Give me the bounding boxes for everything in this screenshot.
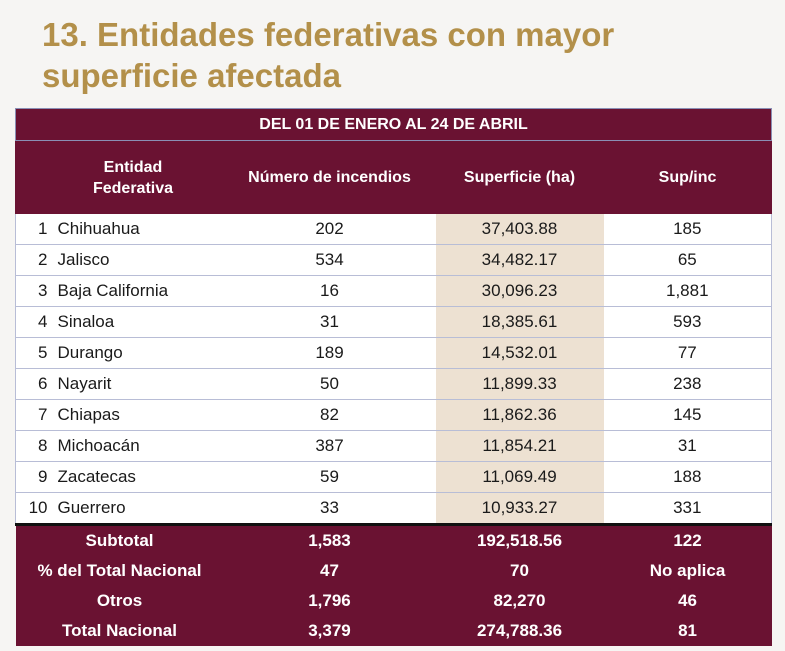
incendios-cell: 534 bbox=[223, 244, 436, 276]
table-row: 1 Chihuahua 202 37,403.88 185 bbox=[15, 214, 773, 245]
supinc-cell: 1,881 bbox=[603, 275, 773, 307]
supinc-total: 122 bbox=[603, 524, 772, 556]
supinc-cell: 188 bbox=[603, 461, 773, 493]
superficie-total: 192,518.56 bbox=[435, 524, 604, 556]
rank-cell: 8 bbox=[15, 430, 54, 462]
table-body: 1 Chihuahua 202 37,403.88 185 2 Jalisco 534 34,4… bbox=[15, 214, 773, 526]
superficie-total: 274,788.36 bbox=[435, 616, 604, 646]
table-row: 4 Sinaloa 31 18,385.61 593 bbox=[15, 306, 773, 338]
superficie-cell: 14,532.01 bbox=[435, 337, 604, 369]
rank-cell: 1 bbox=[15, 214, 54, 245]
supinc-cell: 238 bbox=[603, 368, 773, 400]
totals-row: Subtotal 1,583 192,518.56 122 bbox=[15, 524, 772, 556]
table-row: 5 Durango 189 14,532.01 77 bbox=[15, 337, 773, 369]
incendios-total: 1,583 bbox=[223, 524, 436, 556]
incendios-total: 3,379 bbox=[223, 616, 436, 646]
incendios-cell: 202 bbox=[223, 214, 436, 245]
rank-cell: 2 bbox=[15, 244, 54, 276]
header-supinc: Sup/inc bbox=[602, 140, 773, 214]
column-header-row: Entidad Federativa Número de incendios S… bbox=[15, 140, 773, 214]
entidad-cell: Guerrero bbox=[53, 492, 224, 526]
header-incendios: Número de incendios bbox=[223, 140, 436, 214]
rank-cell: 7 bbox=[15, 399, 54, 431]
supinc-cell: 31 bbox=[603, 430, 773, 462]
table-row: 8 Michoacán 387 11,854.21 31 bbox=[15, 430, 773, 462]
superficie-cell: 11,899.33 bbox=[435, 368, 604, 400]
period-header: DEL 01 DE ENERO AL 24 DE ABRIL bbox=[14, 108, 773, 141]
table-row: 7 Chiapas 82 11,862.36 145 bbox=[15, 399, 773, 431]
superficie-cell: 30,096.23 bbox=[435, 275, 604, 307]
incendios-cell: 59 bbox=[223, 461, 436, 493]
table-row: 2 Jalisco 534 34,482.17 65 bbox=[15, 244, 773, 276]
superficie-cell: 10,933.27 bbox=[435, 492, 604, 526]
fires-table: DEL 01 DE ENERO AL 24 DE ABRIL Entidad F… bbox=[14, 108, 773, 646]
superficie-cell: 11,854.21 bbox=[435, 430, 604, 462]
supinc-cell: 145 bbox=[603, 399, 773, 431]
incendios-cell: 16 bbox=[223, 275, 436, 307]
superficie-total: 70 bbox=[435, 556, 604, 586]
table-totals: Subtotal 1,583 192,518.56 122% del Total Na… bbox=[15, 524, 772, 646]
entidad-cell: Baja California bbox=[53, 275, 224, 307]
incendios-total: 47 bbox=[223, 556, 436, 586]
superficie-total: 82,270 bbox=[435, 586, 604, 616]
rank-cell: 10 bbox=[15, 492, 54, 526]
entidad-cell: Chiapas bbox=[53, 399, 224, 431]
incendios-cell: 33 bbox=[223, 492, 436, 526]
incendios-cell: 189 bbox=[223, 337, 436, 369]
totals-label: Total Nacional bbox=[15, 616, 224, 646]
incendios-total: 1,796 bbox=[223, 586, 436, 616]
totals-row: % del Total Nacional 47 70 No aplica bbox=[15, 556, 772, 586]
incendios-cell: 50 bbox=[223, 368, 436, 400]
entidad-cell: Zacatecas bbox=[53, 461, 224, 493]
page-title: 13. Entidades federativas con mayor supe… bbox=[42, 16, 615, 94]
incendios-cell: 387 bbox=[223, 430, 436, 462]
supinc-cell: 593 bbox=[603, 306, 773, 338]
period-row: DEL 01 DE ENERO AL 24 DE ABRIL bbox=[14, 108, 773, 141]
rank-cell: 6 bbox=[15, 368, 54, 400]
superficie-cell: 37,403.88 bbox=[435, 214, 604, 245]
totals-label: Subtotal bbox=[15, 524, 224, 556]
totals-row: Otros 1,796 82,270 46 bbox=[15, 586, 772, 616]
totals-label: % del Total Nacional bbox=[15, 556, 224, 586]
incendios-cell: 82 bbox=[223, 399, 436, 431]
table-row: 3 Baja California 16 30,096.23 1,881 bbox=[15, 275, 773, 307]
entidad-cell: Chihuahua bbox=[53, 214, 224, 245]
superficie-cell: 11,069.49 bbox=[435, 461, 604, 493]
header-superficie: Superficie (ha) bbox=[435, 140, 604, 214]
rank-cell: 5 bbox=[15, 337, 54, 369]
superficie-cell: 18,385.61 bbox=[435, 306, 604, 338]
totals-label: Otros bbox=[15, 586, 224, 616]
supinc-cell: 65 bbox=[603, 244, 773, 276]
entidad-cell: Michoacán bbox=[53, 430, 224, 462]
supinc-cell: 77 bbox=[603, 337, 773, 369]
superficie-cell: 11,862.36 bbox=[435, 399, 604, 431]
supinc-total: No aplica bbox=[603, 556, 772, 586]
rank-cell: 9 bbox=[15, 461, 54, 493]
supinc-cell: 185 bbox=[603, 214, 773, 245]
table-row: 9 Zacatecas 59 11,069.49 188 bbox=[15, 461, 773, 493]
entidad-cell: Nayarit bbox=[53, 368, 224, 400]
supinc-cell: 331 bbox=[603, 492, 773, 526]
incendios-cell: 31 bbox=[223, 306, 436, 338]
entidad-cell: Sinaloa bbox=[53, 306, 224, 338]
table-row: 10 Guerrero 33 10,933.27 331 bbox=[15, 492, 773, 526]
entidad-cell: Jalisco bbox=[53, 244, 224, 276]
rank-cell: 4 bbox=[15, 306, 54, 338]
supinc-total: 46 bbox=[603, 586, 772, 616]
superficie-cell: 34,482.17 bbox=[435, 244, 604, 276]
totals-row: Total Nacional 3,379 274,788.36 81 bbox=[15, 616, 772, 646]
table-row: 6 Nayarit 50 11,899.33 238 bbox=[15, 368, 773, 400]
header-entidad: Entidad Federativa bbox=[15, 140, 224, 214]
supinc-total: 81 bbox=[603, 616, 772, 646]
entidad-cell: Durango bbox=[53, 337, 224, 369]
header-entidad-label: Entidad Federativa bbox=[92, 158, 174, 197]
rank-cell: 3 bbox=[15, 275, 54, 307]
